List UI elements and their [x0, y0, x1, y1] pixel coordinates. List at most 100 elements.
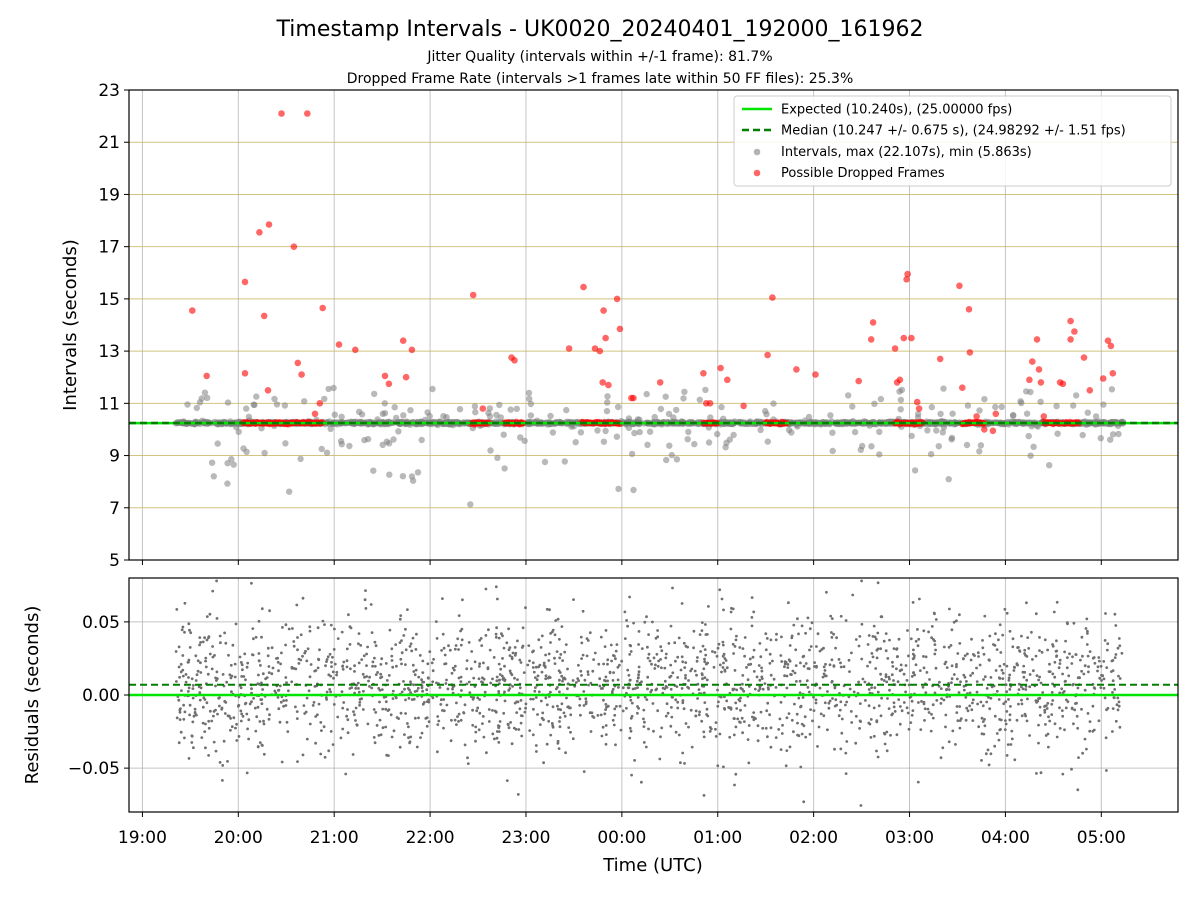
residual-point: [956, 652, 960, 655]
residual-point: [704, 633, 708, 636]
residual-point: [1113, 656, 1117, 659]
interval-point: [977, 442, 985, 449]
top-ytick-label-8: 21: [98, 133, 120, 153]
residual-point: [780, 732, 784, 735]
residual-point: [1047, 715, 1050, 719]
residual-point: [1044, 723, 1047, 726]
residual-point: [302, 704, 306, 707]
residual-point: [656, 629, 659, 632]
interval-point: [600, 438, 608, 445]
residual-point: [556, 685, 559, 689]
residual-point: [1057, 666, 1061, 670]
interval-point: [243, 405, 250, 412]
residual-point: [1008, 673, 1012, 677]
residual-point: [1053, 660, 1057, 664]
residual-point: [1086, 712, 1090, 715]
top-ytick-label-7: 19: [98, 185, 120, 205]
residual-point: [577, 663, 580, 667]
residual-point: [671, 586, 674, 590]
residual-point: [404, 663, 407, 666]
residual-point: [909, 637, 913, 641]
residual-point: [816, 745, 819, 748]
residual-point: [175, 716, 179, 720]
residual-point: [611, 687, 615, 691]
residual-point: [1048, 662, 1051, 666]
residual-point: [213, 654, 216, 657]
residual-point: [690, 745, 694, 749]
residual-point: [1034, 654, 1038, 658]
dropped-frame-point: [381, 372, 389, 380]
residual-point: [833, 704, 837, 708]
residual-point: [398, 641, 402, 644]
residual-point: [752, 670, 756, 673]
residual-point: [281, 626, 284, 629]
residual-point: [698, 633, 702, 636]
interval-point: [935, 443, 942, 450]
residual-point: [496, 597, 499, 601]
interval-point: [572, 439, 579, 446]
dropped-frame-point: [992, 410, 1000, 418]
residual-point: [732, 652, 735, 655]
residual-point: [671, 671, 675, 675]
residual-point: [628, 653, 632, 656]
residual-point: [571, 737, 575, 741]
residual-point: [659, 658, 662, 661]
residual-point: [553, 656, 556, 660]
residual-point: [1055, 735, 1059, 739]
residual-point: [467, 680, 471, 684]
residual-point: [716, 704, 720, 708]
residual-point: [454, 644, 458, 647]
residual-point: [480, 644, 484, 647]
residual-point: [876, 631, 880, 635]
residual-point: [425, 688, 429, 692]
residual-point: [515, 711, 519, 714]
residual-point: [676, 655, 680, 659]
top-ytick-label-1: 7: [109, 499, 120, 519]
residual-point: [733, 717, 736, 720]
residual-point: [544, 653, 547, 657]
residual-point: [1116, 696, 1120, 700]
residual-point: [363, 598, 367, 602]
residual-point: [797, 632, 800, 636]
residual-point: [556, 617, 560, 621]
interval-point: [614, 403, 622, 411]
interval-point: [876, 451, 883, 458]
residual-point: [243, 702, 247, 706]
residual-point: [390, 647, 394, 651]
residual-point: [345, 647, 349, 651]
residual-point: [884, 673, 888, 676]
residual-point: [420, 731, 424, 735]
residual-point: [642, 717, 645, 721]
dropped-frame-point: [630, 394, 637, 402]
residual-point: [239, 686, 243, 690]
residual-point: [600, 734, 604, 738]
residual-point: [316, 666, 320, 670]
residual-point: [735, 707, 739, 710]
residual-point: [578, 704, 582, 707]
residual-point: [486, 667, 490, 671]
residual-point: [497, 741, 501, 744]
residual-point: [732, 687, 736, 691]
residual-point: [245, 771, 249, 775]
residual-point: [781, 723, 784, 727]
residual-point: [371, 660, 375, 664]
residual-point: [325, 658, 329, 661]
residual-point: [257, 659, 261, 663]
residual-point: [930, 625, 934, 628]
interval-point: [414, 469, 422, 476]
residual-point: [951, 729, 955, 733]
residual-point: [779, 654, 783, 657]
residual-point: [731, 642, 735, 646]
residual-point: [482, 677, 486, 681]
residual-point: [234, 726, 237, 730]
residual-point: [681, 751, 685, 755]
interval-point: [1108, 386, 1116, 393]
residual-point: [534, 686, 537, 689]
residual-point: [1005, 690, 1009, 694]
residual-point: [703, 648, 707, 651]
residual-point: [190, 741, 194, 744]
residual-point: [764, 632, 768, 636]
residual-point: [358, 701, 362, 704]
residual-point: [232, 716, 236, 720]
residual-point: [528, 659, 531, 663]
